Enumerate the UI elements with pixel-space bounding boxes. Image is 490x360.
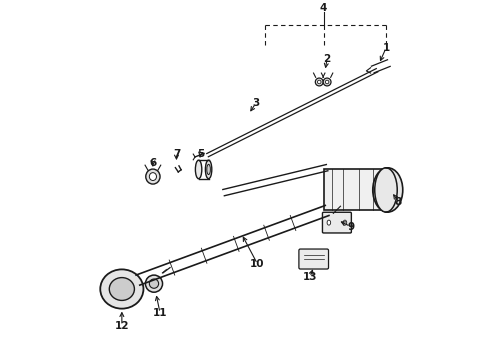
- FancyBboxPatch shape: [299, 249, 328, 269]
- Text: 5: 5: [197, 149, 204, 159]
- Ellipse shape: [109, 278, 134, 301]
- Text: 8: 8: [395, 197, 402, 207]
- Text: 3: 3: [252, 98, 259, 108]
- Text: 6: 6: [149, 158, 156, 168]
- Ellipse shape: [325, 80, 329, 84]
- FancyBboxPatch shape: [322, 212, 351, 233]
- Text: 1: 1: [382, 43, 390, 53]
- Ellipse shape: [373, 168, 403, 212]
- Ellipse shape: [146, 275, 163, 292]
- Ellipse shape: [149, 173, 156, 180]
- Text: 10: 10: [250, 259, 265, 269]
- Text: 12: 12: [115, 321, 129, 331]
- Ellipse shape: [316, 78, 323, 86]
- Text: 13: 13: [303, 272, 317, 282]
- Ellipse shape: [343, 220, 347, 225]
- Ellipse shape: [323, 78, 331, 86]
- Text: 2: 2: [323, 54, 331, 64]
- Ellipse shape: [100, 269, 144, 309]
- Ellipse shape: [318, 80, 321, 84]
- FancyBboxPatch shape: [323, 170, 386, 211]
- Ellipse shape: [205, 160, 212, 179]
- Text: 9: 9: [347, 221, 354, 231]
- Text: 4: 4: [320, 3, 327, 13]
- Ellipse shape: [149, 279, 159, 288]
- Ellipse shape: [196, 160, 202, 179]
- Text: 11: 11: [153, 308, 167, 318]
- Ellipse shape: [327, 220, 331, 225]
- Text: 7: 7: [173, 149, 180, 159]
- Ellipse shape: [375, 168, 397, 212]
- Ellipse shape: [146, 169, 160, 184]
- Ellipse shape: [380, 178, 396, 202]
- Ellipse shape: [207, 164, 210, 175]
